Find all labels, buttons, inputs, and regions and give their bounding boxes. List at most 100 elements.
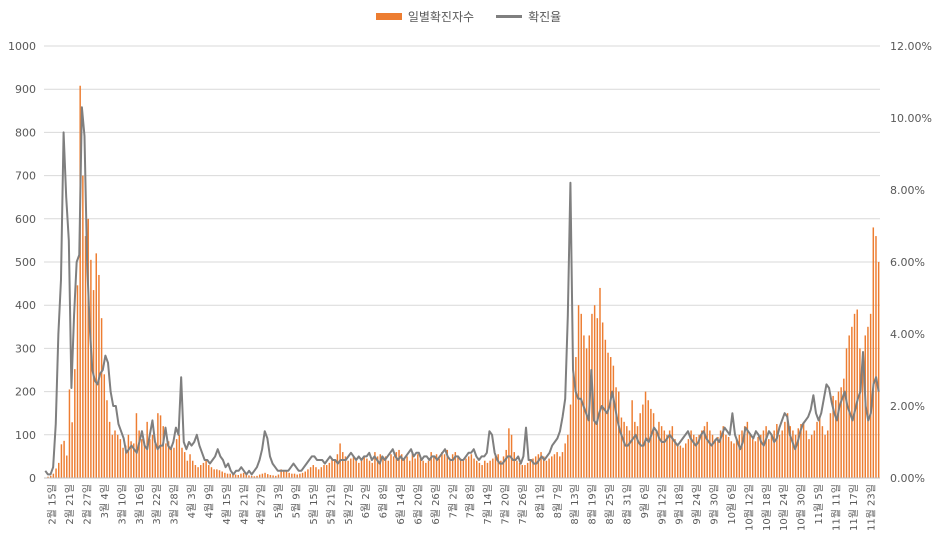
x-tick-label: 8월 25일 [604,484,616,525]
x-tick-label: 6월 20일 [412,484,424,525]
x-tick-label: 11월 11일 [830,484,842,531]
bar [489,460,491,478]
bar [333,460,336,478]
bar [615,387,617,478]
x-tick-label: 10월 12일 [743,484,755,531]
bar [320,467,323,478]
bar [671,426,674,478]
bar [435,454,438,478]
bar [409,460,411,478]
bar [623,421,625,478]
bar [315,467,317,478]
bar [757,436,759,478]
bar [342,452,344,478]
bar [224,472,226,478]
bar [532,458,534,478]
bar [818,417,821,478]
y-right-tick-label: 8.00% [890,184,925,197]
x-tick-label: 3월 16일 [134,484,146,525]
bar [376,456,379,478]
bar [149,439,151,478]
bar [167,441,170,478]
bar [358,462,360,478]
bar [703,426,706,478]
y-left-tick-label: 0 [29,472,36,485]
bar [465,458,467,478]
bar [644,391,647,478]
bar [183,452,186,478]
bar [872,227,875,478]
bar [100,318,103,478]
bar [175,439,178,478]
bar [567,434,569,478]
bar [304,471,306,478]
bar [845,348,848,478]
bar [398,449,400,478]
x-tick-label: 8월 13일 [569,484,581,525]
bar [604,339,607,478]
bar [620,417,623,478]
bar [575,357,577,478]
bar [655,430,657,478]
x-tick-label: 7월 26일 [517,484,529,525]
bar [143,445,146,478]
bar [810,434,813,478]
bar [454,452,457,478]
x-tick-label: 3월 22일 [151,484,163,525]
bar [484,460,486,478]
x-tick-label: 6월 14일 [395,484,407,525]
bar [63,440,65,478]
bar [336,454,339,478]
bar [293,473,296,478]
y-left-tick-label: 300 [15,342,36,355]
bar [411,452,414,478]
legend-label-line: 확진율 [528,10,562,24]
bar [242,472,245,478]
bar [277,474,280,478]
bar [821,426,824,478]
y-left-tick-label: 600 [15,213,36,226]
bar [717,436,719,478]
x-tick-label: 6월 2일 [360,484,372,518]
bar [743,426,746,478]
bar [384,456,387,478]
bar [741,430,743,478]
bar [526,462,529,478]
bar [307,469,309,478]
bar [133,443,135,478]
bar [663,430,666,478]
bar [457,456,459,478]
bar [856,309,858,478]
bar [441,452,443,478]
bar [797,428,800,478]
bar [438,458,440,478]
bar [730,441,733,478]
legend-label-bar: 일별확진자수 [407,10,475,24]
bar [628,430,631,478]
bar [106,400,108,478]
bar [250,475,253,478]
bar [301,472,304,478]
bar [350,458,352,478]
bar [877,262,880,478]
x-tick-label: 2월 27일 [82,484,94,525]
bar [462,460,465,478]
bar [599,287,601,478]
bar [95,253,97,478]
bar [569,404,572,478]
bar [773,430,775,478]
bar [467,456,470,478]
bar [66,455,68,478]
legend-swatch-bar [375,13,402,20]
bar [733,443,735,478]
bar [521,465,524,478]
y-left-tick-label: 400 [15,299,36,312]
bar [189,454,191,478]
bar [162,426,164,478]
bar [714,439,716,478]
bar [328,462,331,478]
bar [674,439,676,478]
bar [658,421,660,478]
bar [226,473,229,478]
bar [652,413,655,478]
